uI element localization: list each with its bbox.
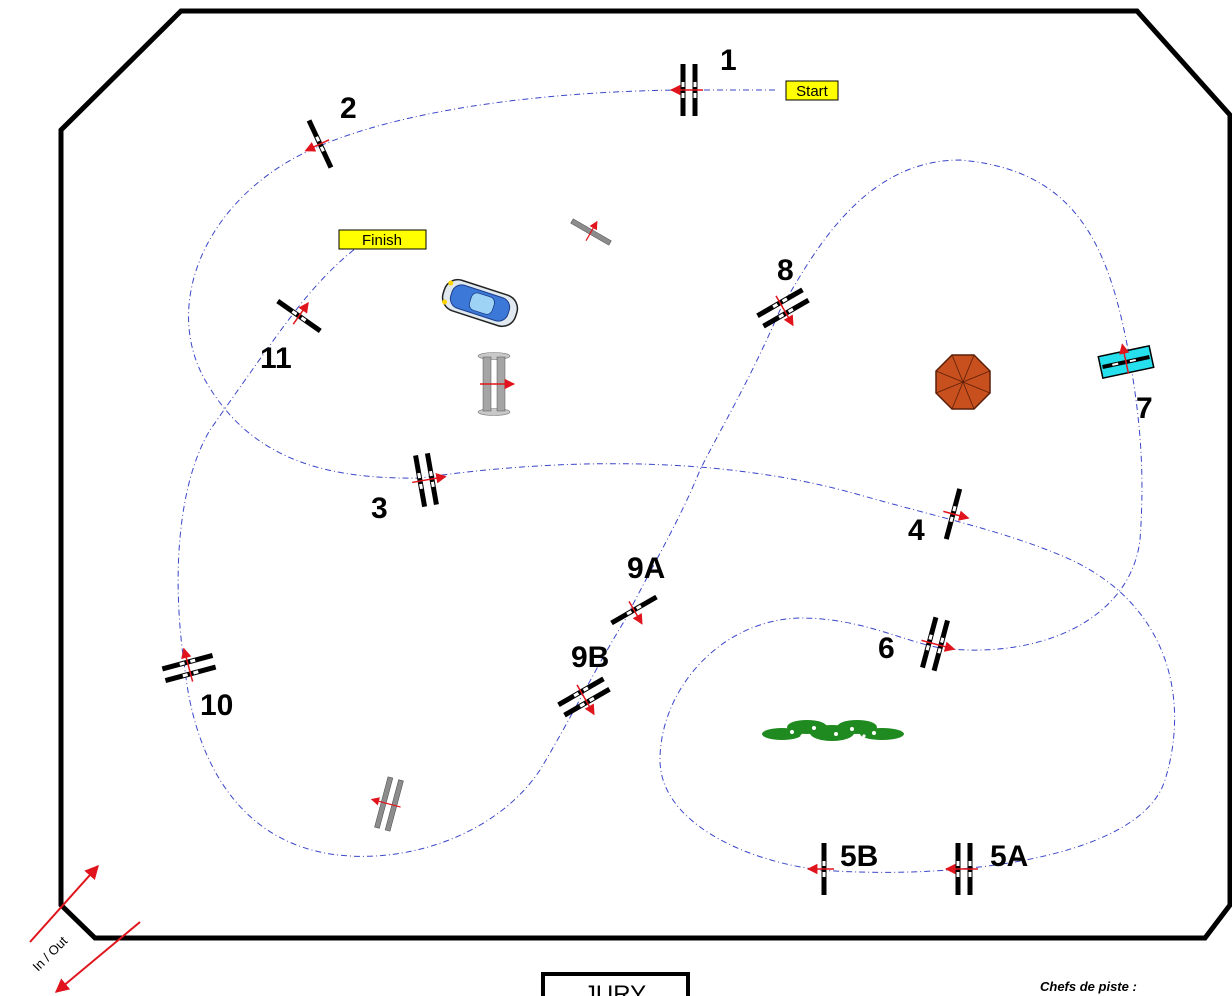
car-icon xyxy=(441,278,519,328)
practice-fence xyxy=(477,352,516,416)
obstacle-6 xyxy=(920,616,956,672)
obstacle-5b-number: 5B xyxy=(840,840,878,873)
hedge-icon xyxy=(762,720,904,741)
finish-label: Finish xyxy=(362,232,402,249)
obstacle-11 xyxy=(276,299,322,333)
obstacle-10-number: 10 xyxy=(200,689,233,722)
obstacle-8 xyxy=(756,287,810,329)
obstacle-2 xyxy=(304,119,334,169)
chefs-de-piste-label: Chefs de piste : xyxy=(1040,979,1137,994)
obstacle-3-number: 3 xyxy=(371,492,388,525)
obstacle-2-number: 2 xyxy=(340,92,357,125)
obstacle-4 xyxy=(943,488,970,540)
obstacle-7-water xyxy=(1097,343,1155,380)
finish-marker: Finish xyxy=(338,229,427,250)
obstacle-9b-number: 9B xyxy=(571,641,609,674)
obstacle-9a xyxy=(610,594,658,626)
obstacle-8-number: 8 xyxy=(777,254,794,287)
spare-pole-1 xyxy=(570,218,612,246)
obstacle-4-number: 4 xyxy=(908,514,925,547)
in-out-label: In / Out xyxy=(30,933,71,974)
jury-box: JURY xyxy=(541,972,690,996)
obstacle-9b xyxy=(557,676,611,718)
start-label: Start xyxy=(796,83,829,100)
obstacle-9a-number: 9A xyxy=(627,552,665,585)
jury-label: JURY xyxy=(584,981,646,996)
obstacle-1 xyxy=(669,64,703,116)
obstacle-1-number: 1 xyxy=(720,44,737,77)
obstacle-6-number: 6 xyxy=(878,632,895,665)
obstacle-5b xyxy=(806,843,834,895)
obstacle-5a xyxy=(944,843,978,895)
start-marker: Start xyxy=(785,80,839,101)
obstacle-7-number: 7 xyxy=(1136,392,1153,425)
obstacle-3 xyxy=(412,452,447,508)
obstacle-11-number: 11 xyxy=(260,342,292,375)
arena-border xyxy=(58,8,1232,941)
course-route xyxy=(177,89,1176,873)
umbrella-icon xyxy=(935,354,991,410)
spare-double-2 xyxy=(370,776,404,832)
obstacle-10 xyxy=(161,647,217,683)
obstacle-5a-number: 5A xyxy=(990,840,1028,873)
